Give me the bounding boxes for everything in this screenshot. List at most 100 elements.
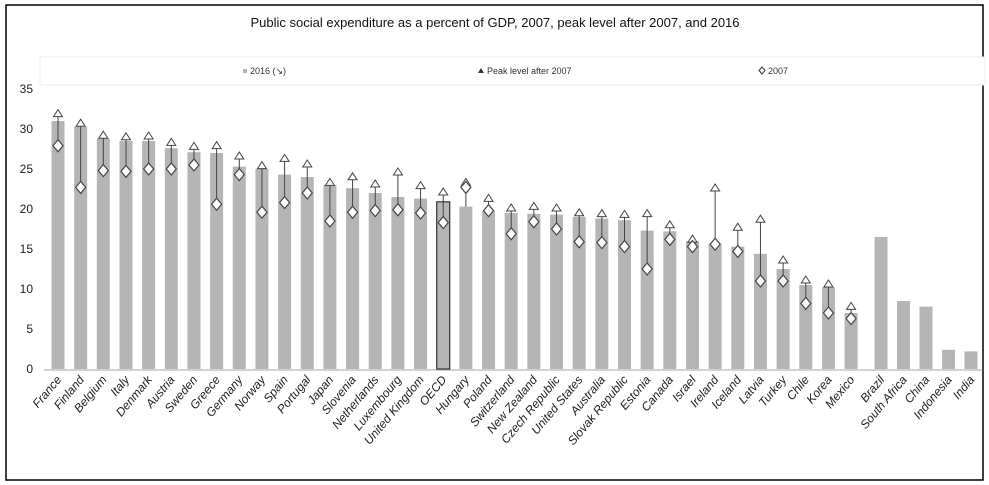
bar-netherlands (368, 193, 382, 369)
y2007-marker (74, 180, 87, 195)
bar-estonia (640, 230, 654, 369)
y2007-marker (346, 205, 359, 220)
y2007-marker (414, 206, 427, 220)
y-tick-label: 0 (26, 362, 33, 376)
peak-marker (551, 203, 562, 212)
y2007-marker (233, 167, 246, 182)
y2007-marker (709, 237, 721, 252)
bar-japan (323, 185, 337, 369)
bar-luxembourg (391, 197, 405, 369)
y2007-marker (822, 306, 835, 320)
y2007-marker (301, 186, 314, 200)
y-tick-label: 20 (20, 202, 34, 216)
bar-hungary (459, 206, 473, 369)
y2007-marker (550, 222, 563, 236)
legend: 2016 (↘) Peak level after 2007 2007 (39, 56, 986, 86)
y2007-marker (120, 164, 132, 179)
y2007-marker (505, 226, 517, 241)
y2007-marker (188, 158, 200, 172)
peak-marker (596, 208, 608, 218)
bar-denmark (142, 141, 156, 369)
y2007-marker (686, 239, 699, 254)
y-axis: 0 5 10 15 20 25 30 35 (20, 82, 983, 376)
peak-marker (845, 301, 857, 310)
y2007-marker (618, 239, 631, 254)
peak-marker (188, 141, 200, 150)
bar-brazil (874, 237, 888, 369)
y2007-marker (460, 180, 472, 195)
y-tick-label: 30 (20, 122, 34, 136)
y2007-marker (482, 203, 495, 218)
peak-marker (165, 137, 177, 146)
bar-poland (482, 210, 496, 369)
y2007-marker (97, 163, 110, 178)
y2007-marker (165, 162, 178, 176)
y-tick-label: 35 (20, 82, 34, 96)
peak-marker (120, 131, 132, 141)
legend-box (39, 56, 986, 86)
bar-turkey (776, 269, 790, 369)
peak-marker (777, 255, 789, 264)
y2007-marker (664, 232, 676, 247)
y2007-marker (754, 274, 767, 288)
peak-marker (505, 203, 517, 212)
bar-slovak-republic (618, 220, 631, 369)
y-tick-label: 25 (20, 162, 34, 176)
chart-title: Public social expenditure as a percent o… (250, 15, 739, 30)
legend-2007-label: 2007 (768, 66, 788, 76)
y2007-marker (799, 296, 812, 311)
peak-marker (347, 171, 358, 181)
y-tick-label: 5 (26, 322, 33, 336)
peak-marker (233, 151, 245, 160)
y2007-marker (437, 215, 450, 230)
bar-norway (255, 169, 269, 369)
peak-marker (573, 207, 585, 217)
peak-marker (211, 140, 223, 150)
peak-marker (619, 209, 630, 218)
bar-mexico (844, 313, 858, 369)
legend-triangle-icon (478, 68, 484, 73)
y2007-marker (845, 311, 857, 326)
y-tick-label: 15 (20, 242, 34, 256)
y-tick-label: 10 (20, 282, 34, 296)
bar-indonesia (942, 349, 955, 369)
bar-portugal (300, 177, 314, 369)
peak-marker (483, 193, 494, 202)
y2007-marker (528, 214, 540, 229)
bar-ireland (708, 243, 722, 369)
y2007-marker (142, 162, 155, 176)
y2007-marker (641, 262, 653, 276)
peak-marker (437, 187, 449, 196)
bar-germany (232, 166, 246, 369)
bar-new-zealand (527, 213, 541, 369)
legend-bar-swatch (243, 69, 247, 73)
peak-marker (415, 180, 426, 190)
bar-iceland (731, 246, 745, 369)
legend-peak-label: Peak level after 2007 (487, 66, 572, 76)
peak-marker (664, 219, 676, 229)
bar-spain (278, 174, 292, 369)
bar-united-kingdom (414, 198, 428, 369)
y2007-marker (369, 203, 382, 218)
peak-marker (97, 130, 109, 139)
bar-united-states (572, 217, 586, 369)
bar-sweden (187, 152, 201, 369)
y2007-marker (732, 244, 744, 259)
markers (52, 108, 857, 326)
y2007-marker (392, 202, 404, 217)
y2007-marker (573, 234, 585, 249)
bar-korea (821, 287, 835, 369)
bar-south-africa (897, 301, 910, 369)
peak-marker (823, 279, 834, 288)
peak-marker (301, 159, 313, 168)
y2007-marker (278, 195, 291, 210)
peak-marker (641, 208, 653, 218)
peak-marker (143, 131, 155, 140)
bar-austria (164, 148, 178, 369)
y2007-marker (210, 197, 223, 212)
peak-marker (256, 160, 268, 170)
y2007-marker (52, 138, 64, 153)
bar-switzerland (504, 213, 518, 369)
y2007-marker (324, 214, 336, 228)
bar-belgium (96, 138, 110, 369)
